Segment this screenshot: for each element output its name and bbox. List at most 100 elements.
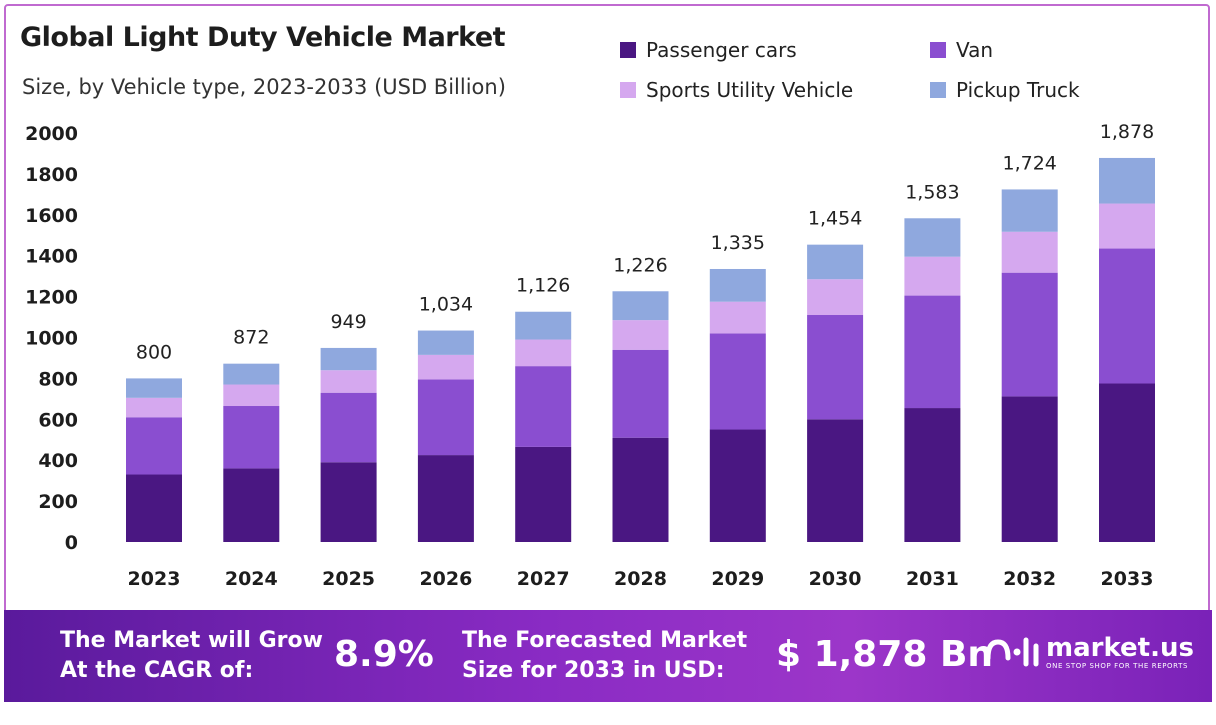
bar-segment-sports-utility-vehicle [1099, 203, 1155, 249]
bar-segment-pickup-truck [1099, 157, 1155, 204]
bar-segment-sports-utility-vehicle [709, 301, 766, 334]
bar-segment-van [320, 392, 377, 463]
chart-subtitle: Size, by Vehicle type, 2023-2033 (USD Bi… [22, 75, 506, 99]
bar-segment-passenger-cars [515, 446, 572, 542]
bar-segment-van [1099, 248, 1155, 384]
forecast-label-line1: The Forecasted Market [462, 628, 748, 653]
x-tick-label: 2025 [322, 568, 375, 590]
cagr-label-line2: At the CAGR of: [60, 658, 254, 683]
bar-segment-passenger-cars [904, 408, 961, 542]
bar-segment-pickup-truck [417, 330, 474, 355]
bar-total-label: 1,454 [808, 208, 862, 230]
cagr-label: The Market will Grow At the CAGR of: [60, 626, 323, 686]
bar-segment-van [126, 417, 182, 475]
bar-segment-van [807, 315, 864, 420]
cagr-value: 8.9% [334, 634, 434, 675]
forecast-value: $ 1,878 Bn [776, 634, 994, 675]
bar-segment-van [612, 349, 669, 438]
bar-segment-pickup-truck [223, 363, 280, 385]
bar-segment-passenger-cars [417, 455, 474, 542]
x-tick-label: 2029 [711, 568, 764, 590]
forecast-label: The Forecasted Market Size for 2033 in U… [462, 626, 747, 686]
y-tick-label: 200 [38, 491, 78, 513]
bar-segment-pickup-truck [1001, 189, 1058, 232]
bar-segment-sports-utility-vehicle [612, 320, 669, 350]
bar-total-label: 872 [233, 327, 269, 349]
brand-name: market.us [1046, 633, 1194, 663]
bar-total-label: 1,583 [905, 181, 959, 203]
x-tick-label: 2030 [809, 568, 862, 590]
x-tick-label: 2031 [906, 568, 959, 590]
chart-title: Global Light Duty Vehicle Market [20, 22, 506, 53]
bar-segment-passenger-cars [126, 474, 182, 542]
bar-segment-passenger-cars [1001, 396, 1058, 542]
bar-total-label: 1,126 [516, 275, 570, 297]
y-tick-label: 1600 [25, 205, 78, 227]
x-tick-label: 2027 [517, 568, 570, 590]
bar-total-label: 1,335 [711, 232, 765, 254]
bar-segment-pickup-truck [904, 218, 961, 257]
bar-total-label: 949 [330, 311, 366, 333]
bar-segment-pickup-truck [612, 291, 669, 321]
x-tick-label: 2028 [614, 568, 667, 590]
x-tick-label: 2032 [1003, 568, 1056, 590]
forecast-label-line2: Size for 2033 in USD: [462, 658, 725, 683]
legend: Passenger cars Van Sports Utility Vehicl… [620, 38, 1180, 118]
bar-segment-van [223, 406, 280, 469]
bar-segment-pickup-truck [709, 268, 766, 302]
y-tick-label: 800 [38, 368, 78, 390]
legend-label-van: Van [956, 38, 994, 62]
legend-swatch-suv [620, 82, 636, 98]
legend-swatch-van [930, 42, 946, 58]
cagr-label-line1: The Market will Grow [60, 628, 323, 653]
legend-item-suv: Sports Utility Vehicle [620, 78, 853, 102]
bar-segment-pickup-truck [515, 311, 572, 340]
brand-logo: market.us ONE STOP SHOP FOR THE REPORTS [984, 632, 1194, 672]
bar-segment-passenger-cars [223, 468, 280, 542]
bar-segment-sports-utility-vehicle [223, 384, 280, 407]
bar-segment-van [515, 366, 572, 447]
market-us-logo-icon [985, 637, 1039, 667]
chart-plot: 0 200 400 600 800 1000 1200 1400 1600 1800 2000 800… [25, 121, 1155, 590]
bar-segment-sports-utility-vehicle [1001, 231, 1058, 273]
bar-segment-sports-utility-vehicle [126, 397, 182, 418]
x-tick-label: 2026 [419, 568, 472, 590]
bar-segment-passenger-cars [807, 419, 864, 542]
bar-segment-van [417, 379, 474, 456]
bar-segment-sports-utility-vehicle [904, 256, 961, 296]
bar-total-label: 800 [136, 341, 172, 363]
brand-tagline: ONE STOP SHOP FOR THE REPORTS [1046, 662, 1189, 670]
bar-segment-pickup-truck [320, 347, 377, 371]
y-tick-label: 0 [65, 532, 78, 554]
legend-swatch-passenger-cars [620, 42, 636, 58]
legend-item-passenger-cars: Passenger cars [620, 38, 797, 62]
y-tick-label: 1800 [25, 164, 78, 186]
bar-total-label: 1,226 [613, 254, 667, 276]
bar-segment-sports-utility-vehicle [320, 370, 377, 393]
y-tick-label: 1200 [25, 287, 78, 309]
legend-label-passenger-cars: Passenger cars [646, 38, 797, 62]
y-tick-label: 1000 [25, 328, 78, 350]
bar-segment-passenger-cars [709, 429, 766, 542]
legend-swatch-pickup-truck [930, 82, 946, 98]
bar-segment-sports-utility-vehicle [515, 339, 572, 367]
bar-segment-pickup-truck [807, 244, 864, 280]
x-tick-label: 2024 [225, 568, 278, 590]
bar-total-label: 1,034 [419, 294, 473, 316]
bar-segment-sports-utility-vehicle [807, 279, 864, 316]
y-tick-label: 2000 [25, 123, 78, 145]
legend-label-pickup-truck: Pickup Truck [956, 78, 1080, 102]
summary-banner: The Market will Grow At the CAGR of: 8.9… [4, 610, 1212, 702]
legend-item-pickup-truck: Pickup Truck [930, 78, 1080, 102]
bar-total-label: 1,724 [1002, 152, 1056, 174]
bar-segment-pickup-truck [126, 378, 182, 398]
bar-total-label: 1,878 [1100, 121, 1154, 143]
bar-segment-van [904, 295, 961, 409]
x-tick-label: 2033 [1101, 568, 1154, 590]
bar-segment-passenger-cars [1099, 383, 1155, 542]
legend-item-van: Van [930, 38, 993, 62]
y-tick-label: 600 [38, 409, 78, 431]
bar-segment-passenger-cars [320, 462, 377, 542]
bar-segment-sports-utility-vehicle [417, 354, 474, 380]
legend-label-suv: Sports Utility Vehicle [646, 78, 854, 102]
